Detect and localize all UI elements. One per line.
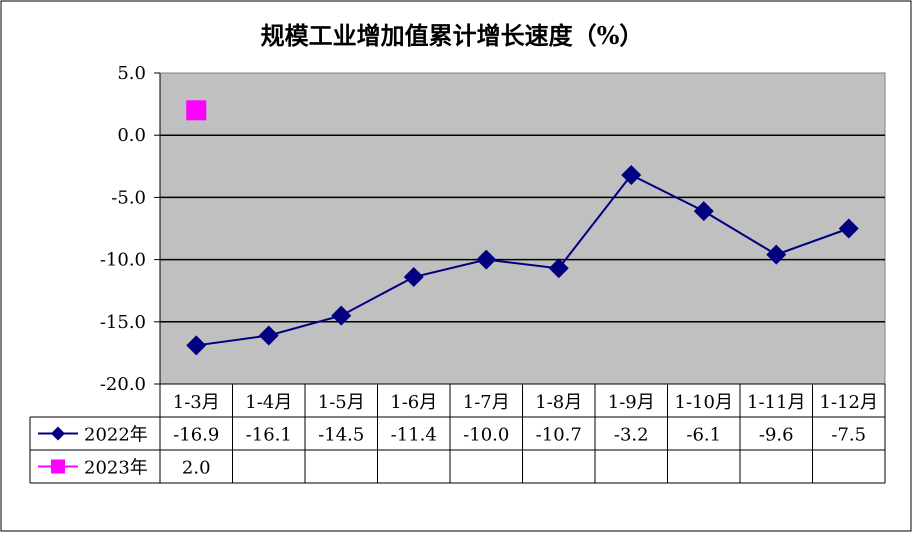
data-point	[693, 201, 714, 222]
series-line	[196, 173, 850, 347]
y-tick-label: -20.0	[100, 374, 146, 395]
data-point	[403, 267, 424, 288]
data-point	[621, 165, 642, 186]
data-table-cell: -9.6	[759, 425, 794, 446]
data-point	[186, 100, 207, 121]
legend-series-name: 2023年	[84, 458, 148, 479]
legend-marker	[51, 459, 65, 474]
data-point	[476, 249, 497, 270]
y-axis: 5.0 0.0 -5.0 -10.0 -15.0 -20.0	[100, 63, 161, 395]
data-table-cell: -16.9	[173, 425, 219, 446]
x-tick-label: 1-9月	[608, 392, 655, 413]
legend-marker	[51, 426, 65, 441]
data-point	[548, 258, 569, 279]
data-table-cell: -3.2	[614, 425, 649, 446]
data-table-cell: -7.5	[831, 425, 866, 446]
data-point	[258, 325, 279, 346]
x-tick-label: 1-6月	[390, 392, 437, 413]
y-tick-label: -10.0	[100, 250, 146, 271]
legend-series-name: 2022年	[84, 425, 148, 446]
data-table-cell: -6.1	[686, 425, 721, 446]
data-table-cell: -10.7	[536, 425, 582, 446]
data-table-cell: -10.0	[463, 425, 509, 446]
data-point	[838, 218, 859, 239]
x-tick-label: 1-5月	[318, 392, 365, 413]
x-tick-label: 1-8月	[535, 392, 582, 413]
y-tick-label: 5.0	[117, 63, 146, 84]
chart-title: 规模工业增加值累计增长速度（%）	[261, 21, 644, 50]
x-tick-label: 1-11月	[747, 392, 805, 413]
y-tick-label: -5.0	[111, 187, 146, 208]
y-tick-label: 0.0	[117, 125, 146, 146]
x-tick-label: 1-4月	[245, 392, 292, 413]
data-table-cell: -16.1	[246, 425, 292, 446]
data-table-cell: -14.5	[318, 425, 364, 446]
gridlines	[160, 134, 885, 323]
data-table-cell: 2.0	[182, 458, 211, 479]
x-tick-label: 1-12月	[820, 392, 878, 413]
data-table-cell: -11.4	[391, 425, 437, 446]
data-table: 1-3月 1-4月 1-5月 1-6月 1-7月 1-8月 1-9月 1-10月 1-11月 1-…	[29, 383, 886, 484]
x-tick-label: 1-3月	[173, 392, 220, 413]
x-tick-label: 1-7月	[463, 392, 510, 413]
data-point	[186, 335, 207, 356]
data-point	[331, 305, 352, 326]
series-layer	[186, 100, 859, 356]
x-tick-label: 1-10月	[675, 392, 733, 413]
data-point	[766, 244, 787, 265]
y-tick-label: -15.0	[100, 312, 146, 333]
